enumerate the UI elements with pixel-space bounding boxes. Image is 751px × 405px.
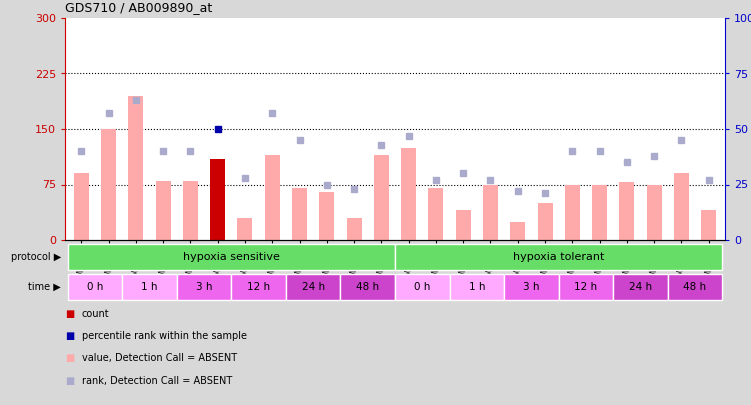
- Text: rank, Detection Call = ABSENT: rank, Detection Call = ABSENT: [82, 376, 232, 386]
- Bar: [176, 275, 231, 300]
- Text: ■: ■: [65, 309, 74, 319]
- Text: 0 h: 0 h: [87, 282, 103, 292]
- Text: ■: ■: [65, 354, 74, 363]
- Bar: [68, 275, 122, 300]
- Bar: [401, 147, 416, 240]
- Bar: [319, 192, 334, 240]
- Bar: [674, 173, 689, 240]
- Bar: [265, 155, 280, 240]
- Text: 1 h: 1 h: [469, 282, 485, 292]
- Bar: [504, 275, 559, 300]
- Bar: [559, 275, 613, 300]
- Text: hypoxia sensitive: hypoxia sensitive: [183, 252, 280, 262]
- Bar: [374, 155, 389, 240]
- Bar: [347, 218, 361, 240]
- Bar: [428, 188, 443, 240]
- Text: hypoxia tolerant: hypoxia tolerant: [513, 252, 605, 262]
- Bar: [565, 185, 580, 240]
- Bar: [613, 275, 668, 300]
- Bar: [155, 181, 170, 240]
- Text: 12 h: 12 h: [247, 282, 270, 292]
- Text: value, Detection Call = ABSENT: value, Detection Call = ABSENT: [82, 354, 237, 363]
- Bar: [237, 218, 252, 240]
- Text: 3 h: 3 h: [523, 282, 540, 292]
- Text: GDS710 / AB009890_at: GDS710 / AB009890_at: [65, 1, 213, 14]
- Bar: [510, 222, 525, 240]
- Text: 48 h: 48 h: [683, 282, 707, 292]
- Bar: [450, 275, 504, 300]
- Text: 12 h: 12 h: [575, 282, 598, 292]
- Bar: [395, 275, 450, 300]
- Text: ■: ■: [65, 376, 74, 386]
- Text: 24 h: 24 h: [302, 282, 324, 292]
- Bar: [483, 185, 498, 240]
- Bar: [592, 185, 607, 240]
- Bar: [101, 129, 116, 240]
- Bar: [701, 211, 716, 240]
- Text: 24 h: 24 h: [629, 282, 652, 292]
- Bar: [231, 275, 286, 300]
- Bar: [183, 181, 198, 240]
- Text: count: count: [82, 309, 109, 319]
- Bar: [395, 244, 722, 270]
- Bar: [340, 275, 395, 300]
- Bar: [647, 185, 662, 240]
- Bar: [128, 96, 143, 240]
- Text: 0 h: 0 h: [414, 282, 430, 292]
- Bar: [456, 211, 471, 240]
- Bar: [668, 275, 722, 300]
- Bar: [620, 182, 635, 240]
- Bar: [122, 275, 176, 300]
- Text: 1 h: 1 h: [141, 282, 158, 292]
- Bar: [68, 244, 395, 270]
- Bar: [74, 173, 89, 240]
- Text: 3 h: 3 h: [196, 282, 213, 292]
- Bar: [210, 159, 225, 240]
- Text: time ▶: time ▶: [29, 282, 62, 292]
- Text: protocol ▶: protocol ▶: [11, 252, 62, 262]
- Text: ■: ■: [65, 331, 74, 341]
- Bar: [292, 188, 307, 240]
- Text: 48 h: 48 h: [356, 282, 379, 292]
- Bar: [538, 203, 553, 240]
- Text: percentile rank within the sample: percentile rank within the sample: [82, 331, 246, 341]
- Bar: [286, 275, 340, 300]
